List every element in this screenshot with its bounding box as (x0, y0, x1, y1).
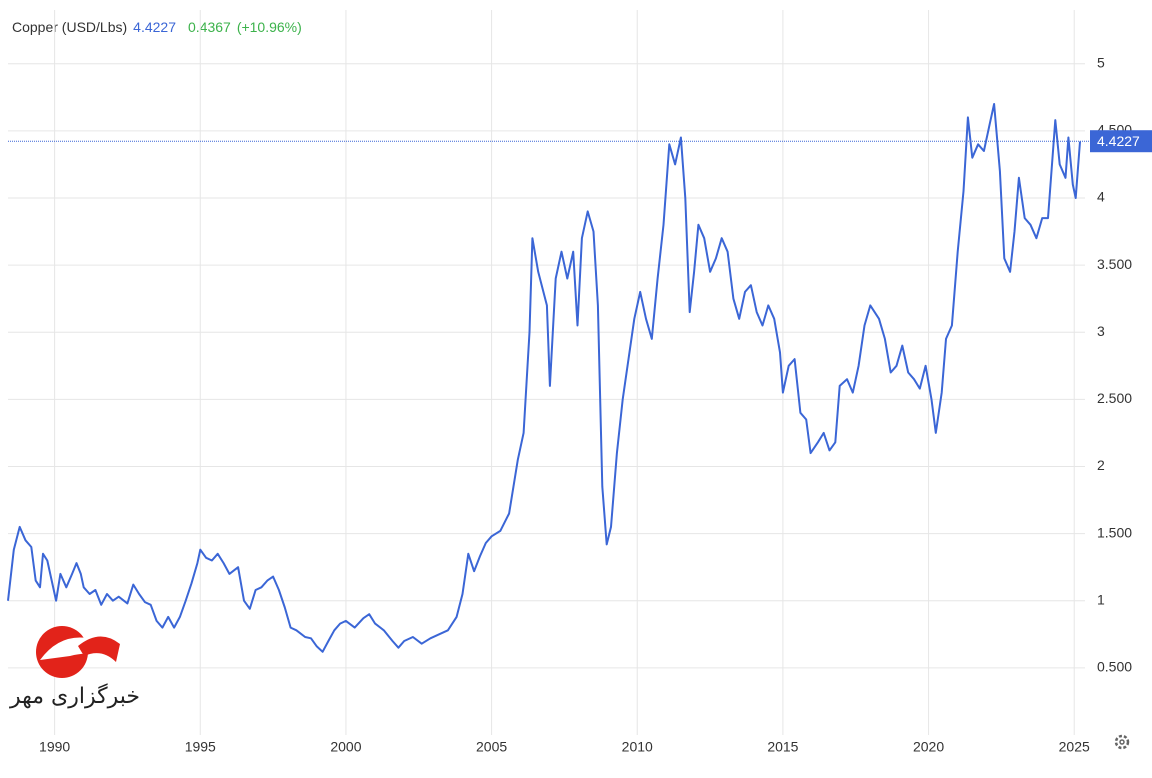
x-tick-label: 2025 (1059, 739, 1090, 755)
y-tick-label: 5 (1097, 54, 1105, 70)
y-tick-label: 1.500 (1097, 524, 1132, 540)
title: Copper (USD/Lbs) (12, 19, 128, 35)
last-price: 4.4227 (133, 19, 176, 35)
change: 0.4367 (187, 19, 231, 35)
y-tick-label: 0.500 (1097, 659, 1132, 675)
header: Copper (USD/Lbs) 4.4227 0.4367 (+10.96%) (12, 19, 308, 35)
gear-hole[interactable] (1119, 739, 1125, 745)
y-tick-label: 3.500 (1097, 256, 1132, 272)
x-tick-label: 2010 (622, 739, 653, 755)
logo-swoosh (78, 636, 120, 662)
y-tick-label: 2 (1097, 457, 1105, 473)
y-tick-label: 1 (1097, 591, 1105, 607)
x-tick-label: 2015 (767, 739, 798, 755)
last-value-badge (1090, 130, 1152, 153)
watermark-text: خبرگزاری مهر (9, 683, 140, 709)
y-tick-label: 2.500 (1097, 390, 1132, 406)
last-value-label: 4.4227 (1097, 133, 1140, 149)
gear[interactable] (1114, 734, 1130, 750)
x-tick-label: 2005 (476, 739, 507, 755)
y-tick-label: 3 (1097, 323, 1105, 339)
x-tick-label: 2020 (913, 739, 944, 755)
x-tick-label: 1995 (185, 739, 216, 755)
change-percent: (+10.96%) (236, 19, 302, 35)
settings-icon[interactable] (1114, 734, 1130, 750)
y-tick-label: 4 (1097, 189, 1105, 205)
x-tick-label: 2000 (330, 739, 361, 755)
x-tick-label: 1990 (39, 739, 70, 755)
watermark-logo (36, 626, 120, 678)
price-line (7, 103, 1081, 653)
